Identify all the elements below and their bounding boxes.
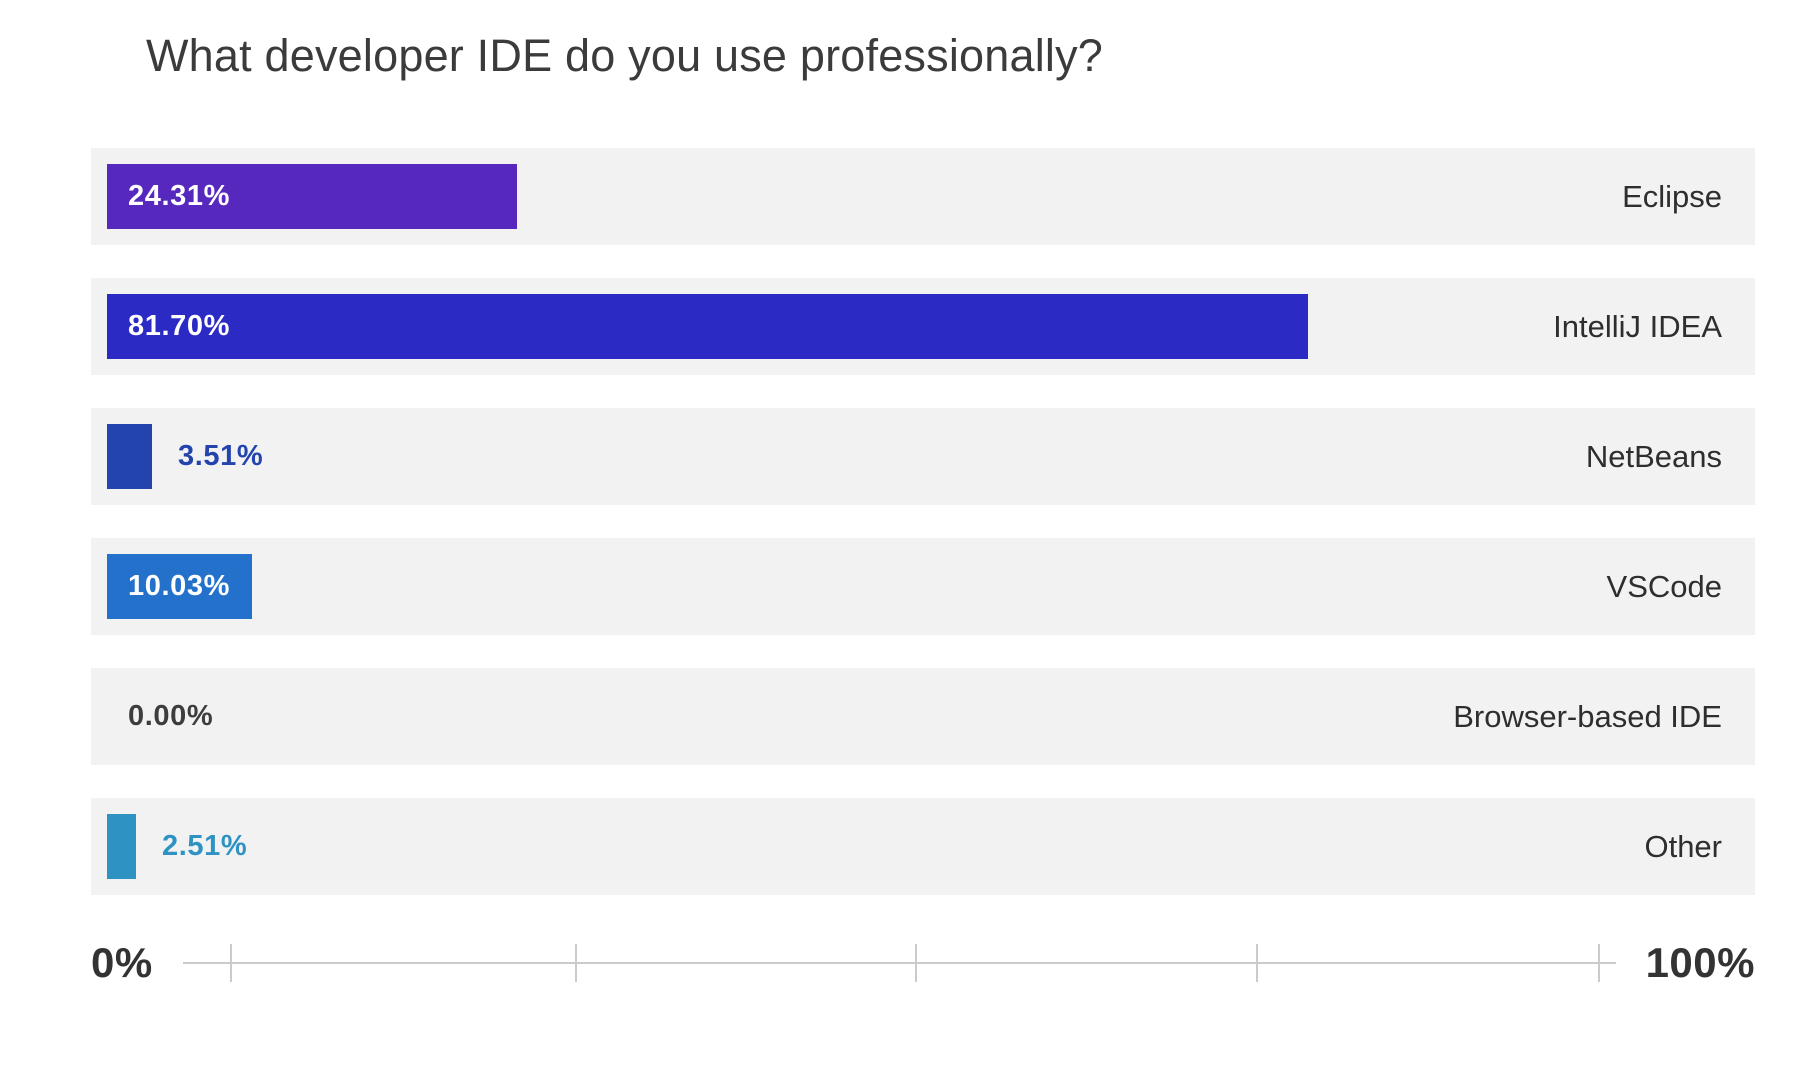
value-label-other: 2.51%	[162, 830, 248, 862]
category-label-netbeans: NetBeans	[1585, 438, 1722, 474]
chart-row-eclipse: 24.31% Eclipse	[91, 148, 1755, 245]
axis-max-label: 100%	[1645, 939, 1755, 986]
category-label-eclipse: Eclipse	[1622, 178, 1722, 214]
x-axis: 0% 100%	[91, 932, 1755, 994]
value-label-browser-based-ide: 0.00%	[128, 700, 214, 732]
axis-tick-4	[1598, 944, 1601, 982]
category-label-other: Other	[1644, 828, 1722, 864]
bar-vscode	[107, 554, 252, 619]
value-label-netbeans: 3.51%	[178, 440, 264, 472]
axis-tick-3	[1255, 944, 1258, 982]
bar-netbeans	[107, 424, 152, 489]
chart-row-intellij-idea: 81.70% IntelliJ IDEA	[91, 278, 1755, 375]
value-label-eclipse: 24.31%	[128, 180, 230, 212]
bar-intellij-idea	[107, 294, 1308, 359]
chart-rows: 24.31% Eclipse 81.70% IntelliJ IDEA 3.51% Net…	[91, 148, 1755, 928]
axis-line	[182, 944, 1616, 982]
axis-tick-2	[914, 944, 917, 982]
bar-other	[107, 814, 136, 879]
axis-min-label: 0%	[91, 939, 153, 986]
chart-row-other: 2.51% Other	[91, 798, 1755, 895]
axis-tick-0	[229, 944, 232, 982]
category-label-vscode: VSCode	[1606, 568, 1722, 604]
bar-eclipse	[107, 164, 517, 229]
chart-row-netbeans: 3.51% NetBeans	[91, 408, 1755, 505]
chart-row-vscode: 10.03% VSCode	[91, 538, 1755, 635]
value-label-intellij-idea: 81.70%	[128, 310, 230, 342]
category-label-intellij-idea: IntelliJ IDEA	[1553, 308, 1722, 344]
chart-title: What developer IDE do you use profession…	[146, 30, 1104, 81]
chart-row-browser-based-ide: 0.00% Browser-based IDE	[91, 668, 1755, 765]
axis-tick-1	[575, 944, 578, 982]
value-label-vscode: 10.03%	[128, 570, 230, 602]
category-label-browser-based-ide: Browser-based IDE	[1453, 698, 1722, 734]
